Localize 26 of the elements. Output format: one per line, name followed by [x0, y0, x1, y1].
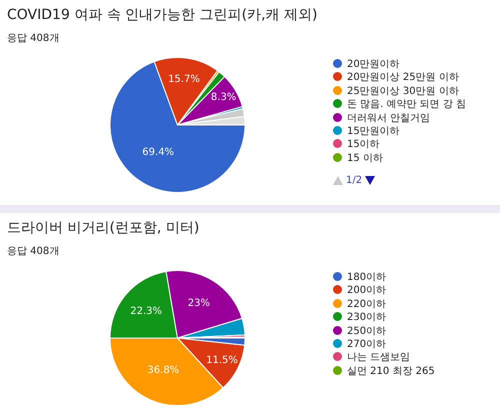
legend-label: 15 이하: [347, 152, 383, 164]
legend-label: 15이하: [347, 139, 380, 150]
legend-label: 25만원이상 30만원 이하: [347, 86, 459, 97]
legend-label: 더러워서 안칠거임: [347, 112, 430, 124]
chart-title: 드라이버 비거리(런포함, 미터): [7, 219, 200, 237]
legend-label: 실먼 210 최장 265: [347, 366, 435, 377]
legend-label: 250이하: [347, 326, 386, 337]
data-label: 69.4%: [142, 147, 174, 158]
legend-label: 180이하: [347, 272, 386, 283]
legend-label: 나는 드샘보임: [347, 352, 410, 364]
legend-label: 돈 많음. 예약만 되면 강 침: [347, 99, 466, 110]
text: 1/2: [346, 175, 362, 186]
chart-subtitle: 응답 408개: [7, 32, 60, 45]
data-label: 11.5%: [206, 355, 238, 366]
data-label: 23%: [188, 298, 210, 309]
legend-label: 270이하: [347, 338, 386, 350]
legend-label: 230이하: [347, 312, 386, 324]
legend-label: 20만원이상 25만원 이하: [347, 72, 459, 84]
legend-label: 200이하: [347, 285, 386, 296]
legend-label: 20만원이하: [347, 59, 400, 70]
data-label: 22.3%: [130, 306, 162, 318]
chart-title: COVID19 여파 속 인내가능한 그린피(카,캐 제외): [7, 6, 318, 24]
data-label: 36.8%: [147, 364, 180, 376]
legend-label: 220이하: [347, 298, 386, 310]
chart-subtitle: 응답 408개: [7, 245, 60, 258]
legend-label: 15만원이하: [347, 126, 400, 137]
